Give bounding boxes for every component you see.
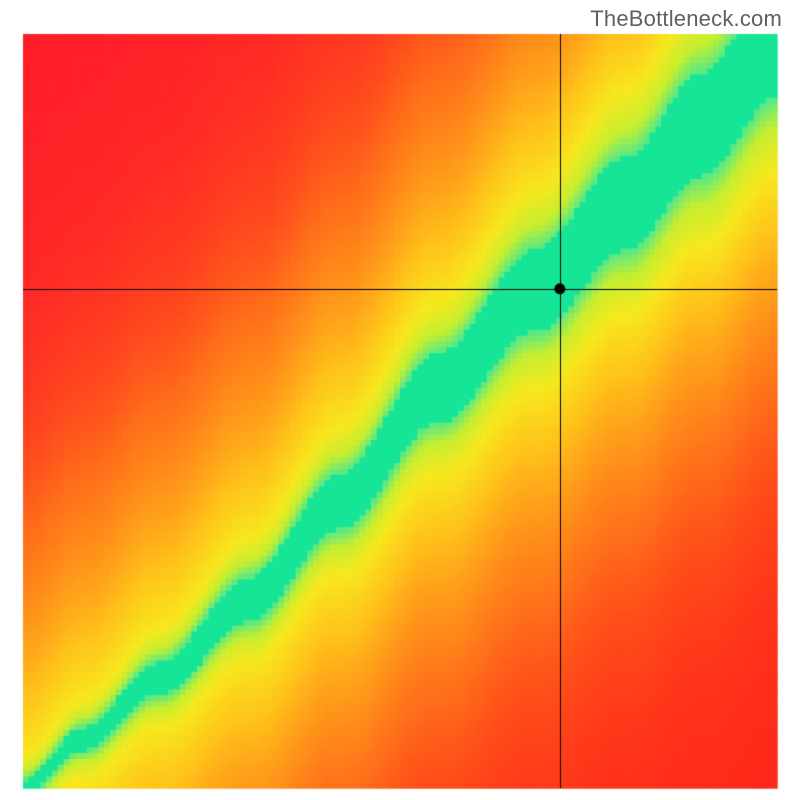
bottleneck-heatmap	[0, 0, 800, 800]
chart-container: TheBottleneck.com	[0, 0, 800, 800]
watermark-text: TheBottleneck.com	[590, 6, 782, 32]
